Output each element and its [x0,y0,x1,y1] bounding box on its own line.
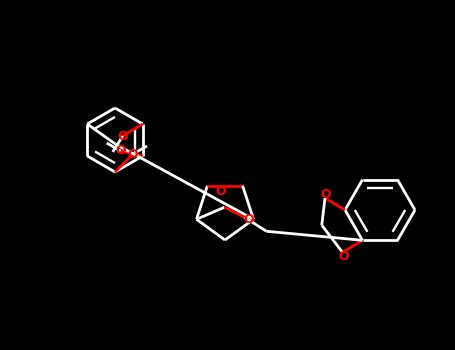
Text: O: O [117,130,128,142]
Text: O: O [321,188,331,201]
Text: O: O [116,145,126,158]
Text: O: O [216,185,226,198]
Text: O: O [128,147,138,161]
Text: O: O [243,213,254,226]
Text: O: O [338,250,349,263]
